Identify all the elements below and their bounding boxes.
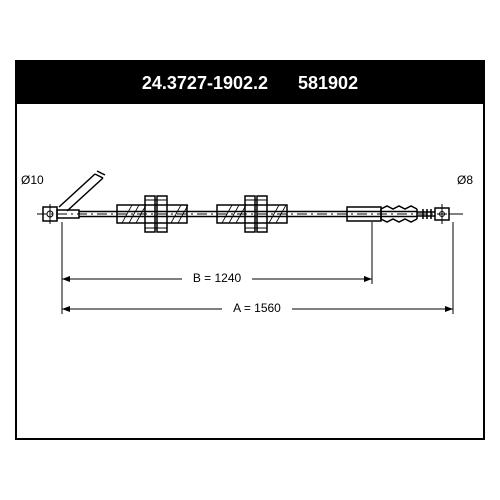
dim-B-label: B = 1240 bbox=[193, 271, 242, 285]
part-number: 24.3727-1902.2 bbox=[142, 73, 268, 94]
technical-drawing: Ø10 Ø8 bbox=[17, 104, 483, 438]
dim-A-label: A = 1560 bbox=[233, 301, 281, 315]
dia-right-label: Ø8 bbox=[457, 173, 473, 187]
drawing-area: Ø10 Ø8 bbox=[17, 104, 483, 438]
drawing-frame: 24.3727-1902.2 581902 Ø10 Ø8 bbox=[15, 60, 485, 440]
dia-left-label: Ø10 bbox=[21, 173, 44, 187]
header-bar: 24.3727-1902.2 581902 bbox=[17, 62, 483, 104]
ref-number: 581902 bbox=[298, 73, 358, 94]
